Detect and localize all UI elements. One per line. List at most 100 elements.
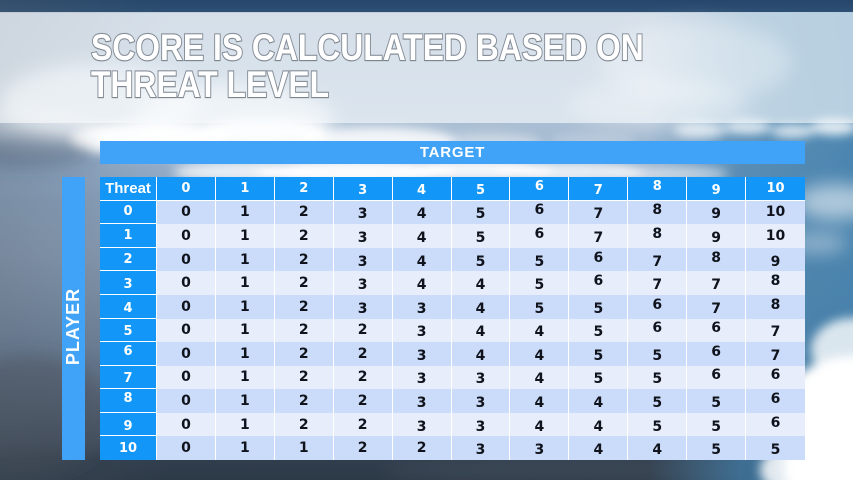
score-cell-r1c8: 8 <box>628 224 688 248</box>
score-cell-r7c7: 5 <box>569 365 629 390</box>
corner-header-threat: Threat <box>100 177 157 201</box>
title-band <box>0 12 853 123</box>
score-cell-r0c3: 3 <box>333 200 393 225</box>
score-cell-r8c0: 0 <box>157 389 216 413</box>
score-cell-r7c9: 6 <box>687 365 747 390</box>
row-header-3: 3 <box>100 271 157 295</box>
score-cell-r7c4: 3 <box>392 365 452 390</box>
score-cell-r9c3: 2 <box>333 412 393 437</box>
column-header-2: 2 <box>274 177 334 201</box>
score-cell-r7c8: 5 <box>628 365 688 390</box>
score-cell-r4c0: 0 <box>157 294 216 319</box>
score-cell-r2c2: 2 <box>274 247 334 272</box>
score-cell-r9c10: 6 <box>746 412 805 437</box>
score-cell-r9c6: 4 <box>510 412 570 437</box>
score-cell-r5c0: 0 <box>157 318 216 343</box>
score-cell-r1c10: 10 <box>746 224 805 248</box>
score-cell-r9c9: 5 <box>687 412 747 437</box>
score-cell-r0c0: 0 <box>157 200 216 225</box>
score-cell-r10c7: 4 <box>569 436 629 460</box>
score-cell-r0c6: 6 <box>510 200 570 225</box>
score-cell-r9c7: 4 <box>569 412 629 437</box>
score-cell-r1c7: 7 <box>569 224 629 248</box>
score-cell-r6c0: 0 <box>157 342 216 366</box>
score-cell-r2c9: 8 <box>687 247 747 272</box>
score-cell-r6c7: 5 <box>569 342 629 366</box>
score-cell-r4c7: 5 <box>569 294 629 319</box>
score-cell-r8c7: 4 <box>569 389 629 413</box>
score-cell-r3c8: 7 <box>628 271 688 295</box>
column-header-1: 1 <box>215 177 275 201</box>
score-cell-r4c1: 1 <box>215 294 275 319</box>
score-cell-r8c8: 5 <box>628 389 688 413</box>
score-cell-r10c3: 2 <box>333 436 393 460</box>
score-cell-r4c10: 8 <box>746 294 805 319</box>
score-cell-r10c0: 0 <box>157 436 216 460</box>
row-header-0: 0 <box>100 200 157 225</box>
row-header-2: 2 <box>100 247 157 272</box>
score-cell-r6c2: 2 <box>274 342 334 366</box>
score-cell-r8c9: 5 <box>687 389 747 413</box>
score-cell-r2c1: 1 <box>215 247 275 272</box>
score-cell-r10c9: 5 <box>687 436 747 460</box>
score-cell-r0c9: 9 <box>687 200 747 225</box>
score-cell-r2c0: 0 <box>157 247 216 272</box>
score-cell-r0c10: 10 <box>746 200 805 225</box>
score-cell-r9c0: 0 <box>157 412 216 437</box>
score-cell-r0c5: 5 <box>451 200 511 225</box>
score-cell-r2c3: 3 <box>333 247 393 272</box>
score-cell-r4c6: 5 <box>510 294 570 319</box>
score-cell-r1c2: 2 <box>274 224 334 248</box>
score-cell-r2c5: 5 <box>451 247 511 272</box>
score-cell-r6c3: 2 <box>333 342 393 366</box>
score-cell-r1c4: 4 <box>392 224 452 248</box>
score-table: Threat 0 1 2 3 4 5 6 7 8 9 10 0 0 1 2 3 4 5 6 7 8 9 10 1 0 1 2 3 4 5 6 7… <box>100 177 805 460</box>
score-cell-r7c6: 4 <box>510 365 570 390</box>
score-cell-r8c1: 1 <box>215 389 275 413</box>
score-cell-r7c5: 3 <box>451 365 511 390</box>
score-cell-r3c4: 4 <box>392 271 452 295</box>
column-header-6: 6 <box>510 177 570 201</box>
score-cell-r5c4: 3 <box>392 318 452 343</box>
score-cell-r6c6: 4 <box>510 342 570 366</box>
score-cell-r5c5: 4 <box>451 318 511 343</box>
score-cell-r6c9: 6 <box>687 342 747 366</box>
score-cell-r8c4: 3 <box>392 389 452 413</box>
score-cell-r9c4: 3 <box>392 412 452 437</box>
score-cell-r2c6: 5 <box>510 247 570 272</box>
row-header-10: 10 <box>100 436 157 460</box>
score-cell-r10c10: 5 <box>746 436 805 460</box>
score-cell-r8c5: 3 <box>451 389 511 413</box>
row-header-1: 1 <box>100 224 157 248</box>
row-header-9: 9 <box>100 412 157 437</box>
score-cell-r2c7: 6 <box>569 247 629 272</box>
score-cell-r7c10: 6 <box>746 365 805 390</box>
score-cell-r4c5: 4 <box>451 294 511 319</box>
score-cell-r0c4: 4 <box>392 200 452 225</box>
score-cell-r7c2: 2 <box>274 365 334 390</box>
score-cell-r1c0: 0 <box>157 224 216 248</box>
score-cell-r8c3: 2 <box>333 389 393 413</box>
score-cell-r1c1: 1 <box>215 224 275 248</box>
score-cell-r9c2: 2 <box>274 412 334 437</box>
score-cell-r10c2: 1 <box>274 436 334 460</box>
column-header-10: 10 <box>746 177 805 201</box>
player-axis-label: PLAYER <box>62 177 85 460</box>
score-cell-r10c1: 1 <box>215 436 275 460</box>
score-cell-r3c10: 8 <box>746 271 805 295</box>
column-header-4: 4 <box>392 177 452 201</box>
score-cell-r1c6: 6 <box>510 224 570 248</box>
row-header-4: 4 <box>100 294 157 319</box>
score-cell-r0c1: 1 <box>215 200 275 225</box>
score-cell-r4c2: 2 <box>274 294 334 319</box>
score-cell-r1c3: 3 <box>333 224 393 248</box>
score-cell-r3c0: 0 <box>157 271 216 295</box>
column-header-0: 0 <box>157 177 216 201</box>
score-cell-r2c8: 7 <box>628 247 688 272</box>
score-cell-r4c3: 3 <box>333 294 393 319</box>
score-cell-r0c2: 2 <box>274 200 334 225</box>
score-cell-r5c9: 6 <box>687 318 747 343</box>
score-cell-r8c2: 2 <box>274 389 334 413</box>
score-cell-r8c6: 4 <box>510 389 570 413</box>
score-cell-r9c8: 5 <box>628 412 688 437</box>
